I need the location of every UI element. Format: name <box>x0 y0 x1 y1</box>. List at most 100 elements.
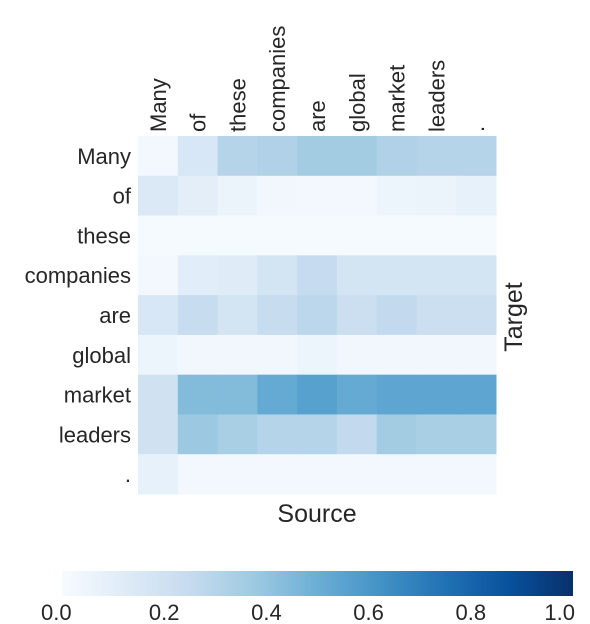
x-tick-label: these <box>225 78 250 132</box>
heatmap-cell-3-2 <box>217 255 258 296</box>
y-tick-label: global <box>72 343 131 368</box>
heatmap-cell-6-4 <box>297 374 338 415</box>
heatmap-cell-1-7 <box>416 175 457 217</box>
heatmap-cell-2-4 <box>297 215 338 256</box>
heatmap-cell-4-5 <box>336 295 378 336</box>
heatmap-cell-5-1 <box>177 334 219 376</box>
heatmap-cell-0-5 <box>336 136 378 177</box>
x-tick-label: . <box>464 126 489 132</box>
heatmap-cell-7-1 <box>177 414 219 455</box>
heatmap-cell-0-3 <box>257 136 298 177</box>
heatmap-cell-2-2 <box>217 215 258 256</box>
heatmap-cell-7-4 <box>297 414 338 455</box>
heatmap-cell-1-4 <box>297 175 338 217</box>
x-tick-label: global <box>345 73 370 132</box>
heatmap-cell-1-5 <box>336 175 378 217</box>
y-axis-label: Target <box>500 282 528 352</box>
heatmap-cell-8-5 <box>336 454 378 495</box>
heatmap-cell-7-3 <box>257 414 298 455</box>
heatmap-cell-4-8 <box>456 295 497 336</box>
heatmap-cell-4-4 <box>297 295 338 336</box>
heatmap-cell-3-7 <box>416 255 457 296</box>
heatmap-cell-2-7 <box>416 215 457 256</box>
heatmap-cell-5-8 <box>456 334 497 376</box>
heatmap-cell-0-1 <box>177 136 219 177</box>
colorbar-tick-label: 0.6 <box>353 600 384 624</box>
heatmap-cell-1-1 <box>177 175 219 217</box>
heatmap-cells <box>138 136 497 495</box>
heatmap-cell-2-6 <box>376 215 417 256</box>
heatmap-cell-7-7 <box>416 414 457 455</box>
heatmap-cell-2-1 <box>177 215 219 256</box>
heatmap-cell-7-0 <box>138 414 179 455</box>
heatmap-cell-2-0 <box>138 215 179 256</box>
y-tick-label: are <box>99 303 131 328</box>
heatmap-cell-3-1 <box>177 255 219 296</box>
heatmap-cell-6-1 <box>177 374 219 415</box>
y-tick-label: these <box>77 223 131 248</box>
heatmap-cell-7-8 <box>456 414 497 455</box>
y-tick-label: market <box>64 383 131 408</box>
heatmap-cell-3-8 <box>456 255 497 296</box>
colorbar-tick-label: 0.0 <box>41 600 72 624</box>
heatmap-cell-8-6 <box>376 454 417 495</box>
heatmap-cell-8-0 <box>138 454 179 495</box>
heatmap-cell-7-5 <box>336 414 378 455</box>
heatmap-cell-8-8 <box>456 454 497 495</box>
heatmap-cell-8-7 <box>416 454 457 495</box>
heatmap-cell-3-4 <box>297 255 338 296</box>
heatmap-cell-0-2 <box>217 136 258 177</box>
heatmap-cell-4-3 <box>257 295 298 336</box>
heatmap-cell-6-0 <box>138 374 179 415</box>
heatmap-cell-0-7 <box>416 136 457 177</box>
heatmap-cell-3-0 <box>138 255 179 296</box>
heatmap-cell-5-5 <box>336 334 378 376</box>
y-tick-label: Many <box>77 144 131 169</box>
x-tick-labels: Many of these companies are global market leade… <box>146 26 489 132</box>
heatmap-cell-1-6 <box>376 175 417 217</box>
y-tick-label: . <box>125 462 131 487</box>
heatmap-cell-3-5 <box>336 255 378 296</box>
heatmap-cell-2-5 <box>336 215 378 256</box>
heatmap-cell-1-3 <box>257 175 298 217</box>
heatmap-cell-7-2 <box>217 414 258 455</box>
y-tick-label: of <box>113 184 132 209</box>
heatmap-cell-6-3 <box>257 374 298 415</box>
heatmap-cell-0-6 <box>376 136 417 177</box>
heatmap-cell-8-1 <box>177 454 219 495</box>
heatmap-cell-0-0 <box>138 136 179 177</box>
colorbar-tick-label: 1.0 <box>544 600 575 624</box>
heatmap-cell-6-8 <box>456 374 497 415</box>
heatmap-cell-6-5 <box>336 374 378 415</box>
colorbar <box>62 571 573 596</box>
heatmap-cell-3-6 <box>376 255 417 296</box>
x-tick-label: companies <box>265 26 290 132</box>
heatmap-cell-6-2 <box>217 374 258 415</box>
heatmap-cell-0-8 <box>456 136 497 177</box>
heatmap-cell-8-2 <box>217 454 258 495</box>
heatmap-cell-5-7 <box>416 334 457 376</box>
heatmap-cell-4-1 <box>177 295 219 336</box>
heatmap-cell-1-2 <box>217 175 258 217</box>
x-tick-label: leaders <box>424 60 449 132</box>
heatmap-cell-3-3 <box>257 255 298 296</box>
x-axis-label: Source <box>277 500 356 528</box>
heatmap-cell-6-6 <box>376 374 417 415</box>
heatmap-cell-1-8 <box>456 175 497 217</box>
y-tick-label: leaders <box>59 422 131 447</box>
y-tick-labels: Many of these companies are global market leade… <box>25 144 132 487</box>
heatmap-cell-4-7 <box>416 295 457 336</box>
heatmap-cell-5-4 <box>297 334 338 376</box>
heatmap-cell-7-6 <box>376 414 417 455</box>
heatmap-cell-2-3 <box>257 215 298 256</box>
heatmap-cell-2-8 <box>456 215 497 256</box>
x-tick-label: are <box>305 100 330 132</box>
heatmap-cell-6-7 <box>416 374 457 415</box>
heatmap-cell-4-0 <box>138 295 179 336</box>
heatmap-cell-5-6 <box>376 334 417 376</box>
x-tick-label: Many <box>146 78 171 132</box>
colorbar-tick-labels: 0.0 0.2 0.4 0.6 0.8 1.0 <box>41 600 575 624</box>
heatmap-cell-8-3 <box>257 454 298 495</box>
heatmap-cell-4-2 <box>217 295 258 336</box>
